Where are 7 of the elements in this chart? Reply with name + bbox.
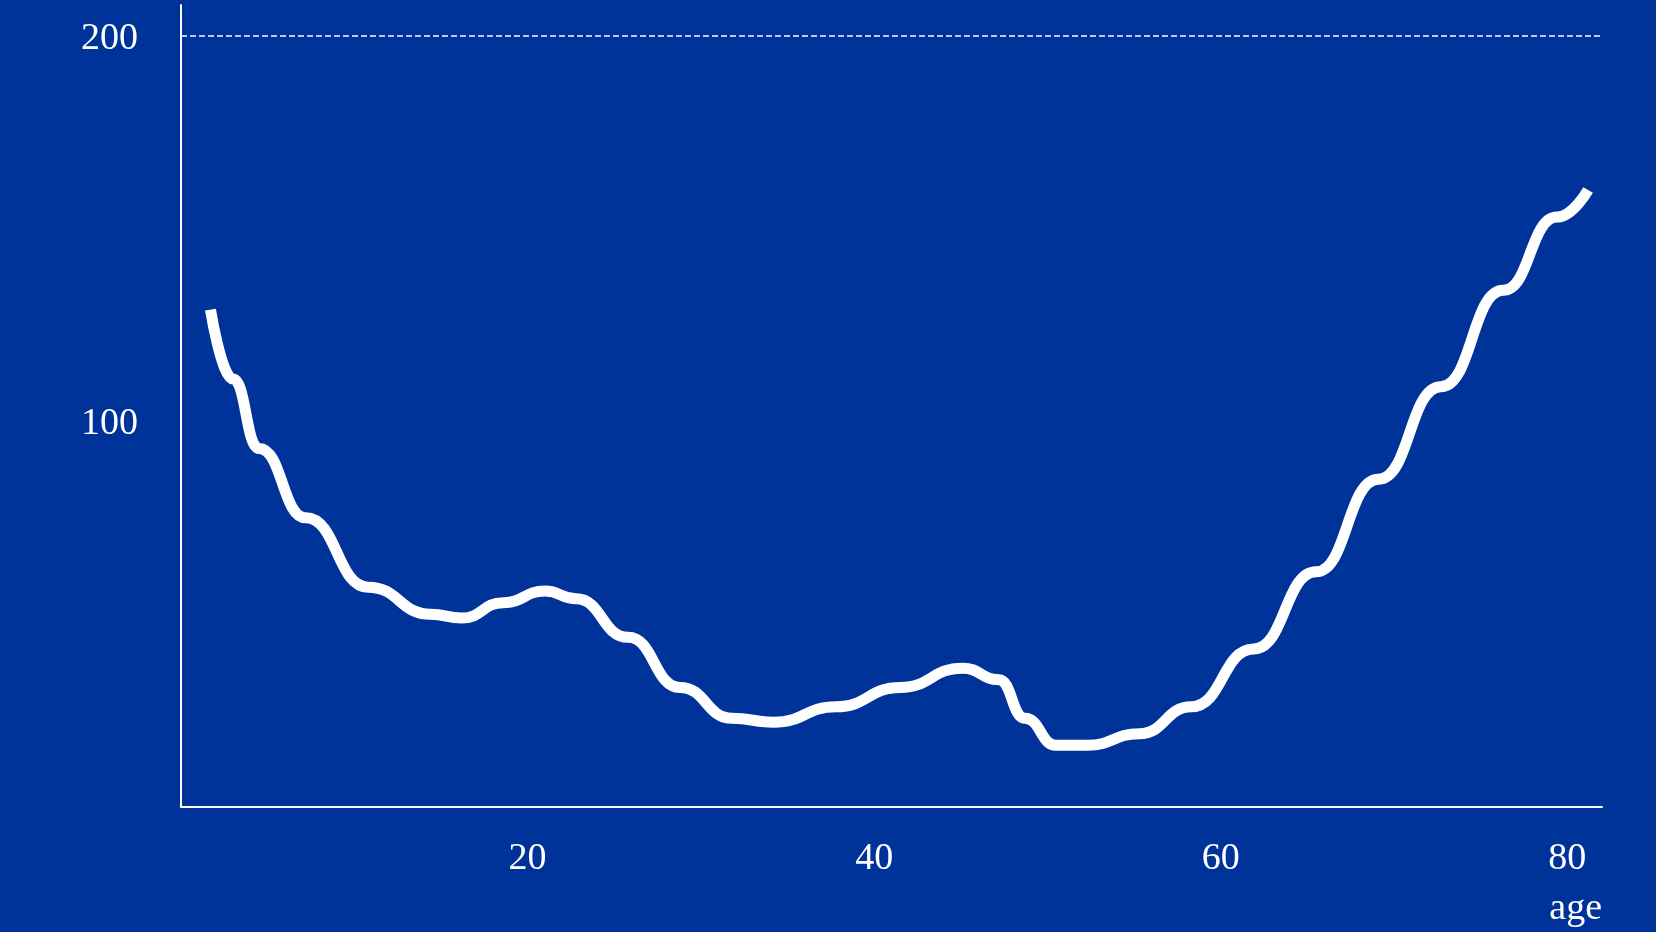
x-tick-label: 60	[1201, 835, 1240, 877]
x-tick-label: 40	[855, 835, 894, 877]
x-tick-label: 20	[508, 835, 547, 877]
x-axis-title: age	[1549, 885, 1602, 927]
y-tick-label: 100	[81, 400, 138, 443]
x-tick-label: 80	[1548, 835, 1587, 877]
y-tick-label: 200	[81, 14, 138, 57]
